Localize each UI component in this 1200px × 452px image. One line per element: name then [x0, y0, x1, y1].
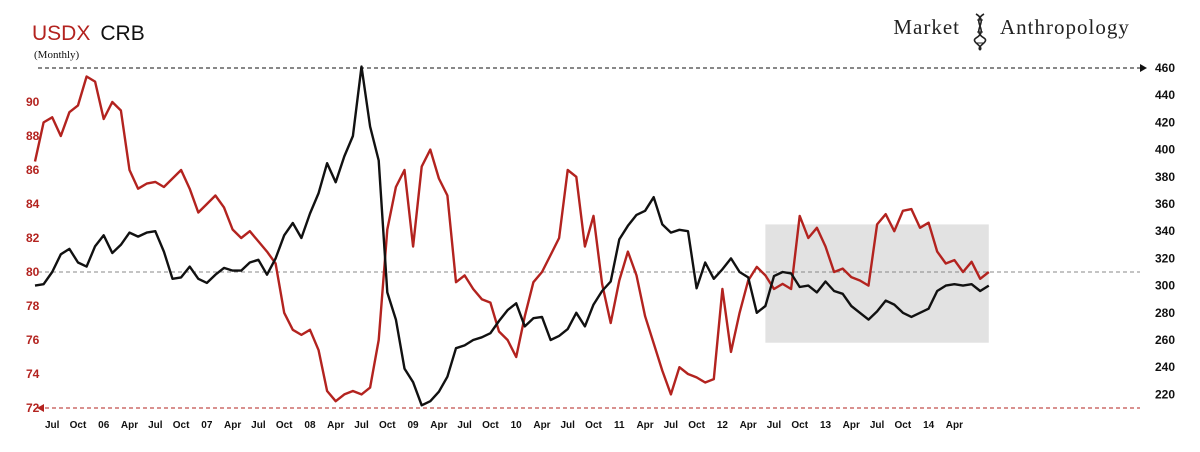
- right-tick-label: 420: [1155, 115, 1175, 129]
- x-tick-label: 06: [98, 420, 110, 431]
- right-tick-label: 260: [1155, 333, 1175, 347]
- reference-arrow-left: [37, 404, 44, 412]
- right-tick-label: 360: [1155, 197, 1175, 211]
- right-tick-label: 380: [1155, 170, 1175, 184]
- left-tick-label: 78: [26, 299, 40, 313]
- left-tick-label: 72: [26, 401, 40, 415]
- x-tick-label: Apr: [636, 420, 653, 431]
- x-tick-label: Jul: [457, 420, 472, 431]
- x-tick-label: Jul: [251, 420, 266, 431]
- x-axis: Jul Oct 06 Apr Jul Oct 07 Apr Jul Oct 08 Apr Jul Oct 0…: [45, 420, 963, 431]
- x-tick-label: Apr: [224, 420, 241, 431]
- x-tick-label: 11: [614, 420, 625, 431]
- x-tick-label: Jul: [870, 420, 885, 431]
- x-tick-label: Jul: [148, 420, 163, 431]
- x-tick-label: Apr: [327, 420, 344, 431]
- reference-lines-layer: [37, 64, 1147, 412]
- x-tick-label: 10: [511, 420, 523, 431]
- title-usdx: USDX: [32, 22, 90, 45]
- title-crb: CRB: [100, 22, 144, 45]
- x-tick-label: Oct: [70, 420, 87, 431]
- x-tick-label: 09: [408, 420, 420, 431]
- x-tick-label: Apr: [946, 420, 963, 431]
- right-tick-label: 220: [1155, 387, 1175, 401]
- x-tick-label: Oct: [791, 420, 808, 431]
- right-tick-label: 280: [1155, 306, 1175, 320]
- x-tick-label: 14: [923, 420, 935, 431]
- x-tick-label: Apr: [740, 420, 757, 431]
- x-tick-label: Jul: [664, 420, 679, 431]
- x-tick-label: Jul: [45, 420, 60, 431]
- brand-text-left: Market: [893, 15, 960, 39]
- series-layer: [33, 65, 990, 407]
- left-tick-label: 86: [26, 163, 40, 177]
- series-line-crb: [34, 65, 990, 407]
- dna-helix-icon: [973, 13, 987, 51]
- x-tick-label: Oct: [276, 420, 293, 431]
- right-tick-label: 460: [1155, 61, 1175, 75]
- reference-arrow-right: [1140, 64, 1147, 72]
- left-tick-label: 74: [26, 367, 40, 381]
- x-tick-label: Apr: [533, 420, 550, 431]
- right-tick-label: 300: [1155, 279, 1175, 293]
- x-tick-label: Oct: [895, 420, 912, 431]
- x-tick-label: Oct: [585, 420, 602, 431]
- x-tick-label: 12: [717, 420, 729, 431]
- left-tick-label: 82: [26, 231, 40, 245]
- right-axis-crb: 220 240 260 280 300 320 340 360 380 400 420 440 460: [1155, 61, 1175, 401]
- left-tick-label: 76: [26, 333, 40, 347]
- left-tick-label: 84: [26, 197, 40, 211]
- x-tick-label: Jul: [767, 420, 782, 431]
- x-tick-label: 08: [304, 420, 316, 431]
- chart-title: USDX CRB: [32, 22, 145, 45]
- x-tick-label: 07: [201, 420, 213, 431]
- right-tick-label: 340: [1155, 224, 1175, 238]
- x-tick-label: Apr: [430, 420, 447, 431]
- series-line-usdx: [33, 75, 990, 403]
- x-tick-label: Oct: [482, 420, 499, 431]
- x-tick-label: Apr: [843, 420, 860, 431]
- x-tick-label: Oct: [688, 420, 705, 431]
- x-tick-label: Jul: [561, 420, 576, 431]
- x-tick-label: Jul: [354, 420, 369, 431]
- right-tick-label: 320: [1155, 251, 1175, 265]
- left-tick-label: 80: [26, 265, 40, 279]
- left-tick-label: 90: [26, 95, 40, 109]
- left-axis-usdx: 72 74 76 78 80 82 84 86 88 90: [26, 95, 40, 415]
- right-tick-label: 240: [1155, 360, 1175, 374]
- left-tick-label: 88: [26, 129, 40, 143]
- x-tick-label: 13: [820, 420, 832, 431]
- chart-subtitle: (Monthly): [34, 49, 80, 61]
- right-tick-label: 440: [1155, 88, 1175, 102]
- x-tick-label: Oct: [379, 420, 396, 431]
- right-tick-label: 400: [1155, 143, 1175, 157]
- x-tick-label: Oct: [173, 420, 190, 431]
- x-tick-label: Apr: [121, 420, 138, 431]
- brand-text-right: Anthropology: [1000, 15, 1130, 39]
